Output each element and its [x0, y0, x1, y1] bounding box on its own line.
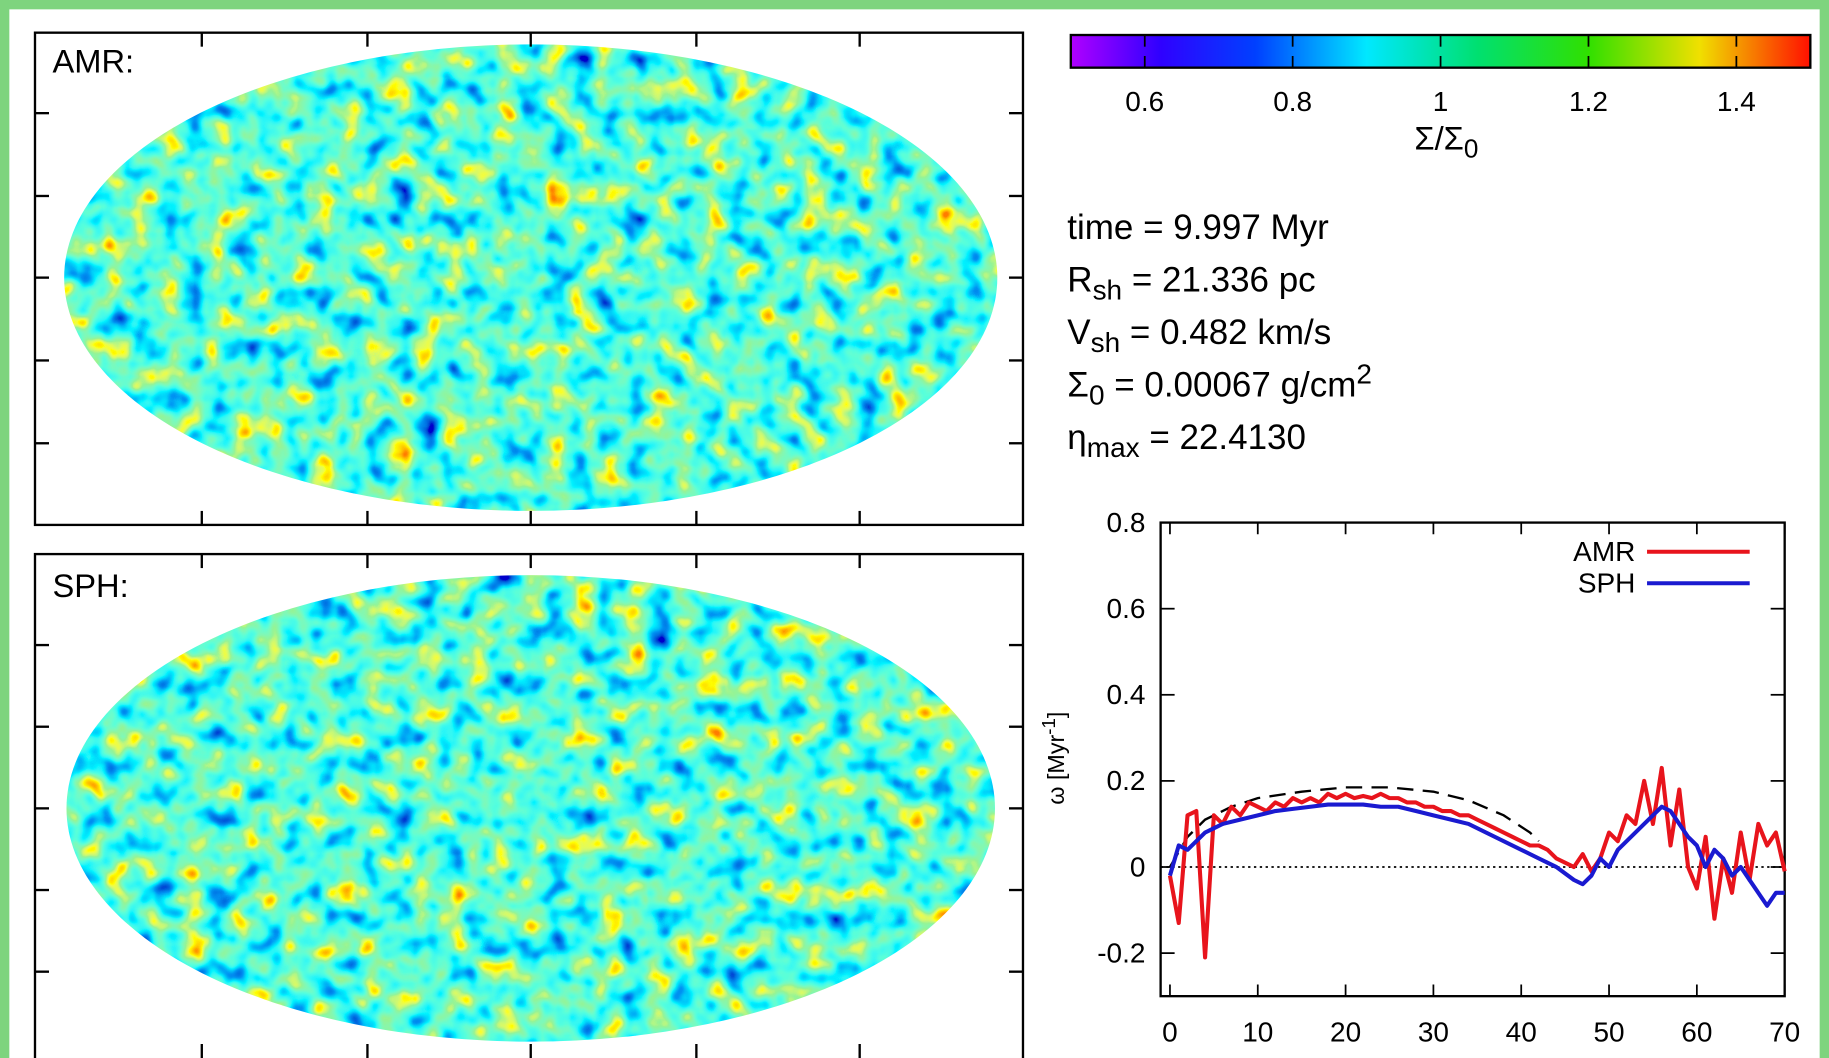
series-line	[1167, 802, 1785, 908]
legend-label: AMR	[1573, 536, 1635, 567]
x-tick-label: 50	[1593, 1017, 1624, 1048]
map-frame	[33, 552, 1025, 1058]
text-segment: = 22.4130	[1140, 418, 1306, 457]
subscript: sh	[1093, 275, 1123, 306]
colorbar-label: Σ/Σ0	[1414, 119, 1478, 163]
x-tick-label: 40	[1506, 1017, 1537, 1048]
subscript: 0	[1089, 380, 1105, 411]
x-tick-label: 60	[1681, 1017, 1712, 1048]
info-line: time = 9.997 Myr	[1067, 208, 1329, 247]
colorbar-tick-label: 0.6	[1125, 86, 1164, 117]
subscript: max	[1087, 432, 1140, 463]
reference-curve	[1168, 786, 1540, 868]
text-segment: Σ	[1067, 366, 1089, 405]
y-tick-label: 0.2	[1107, 765, 1146, 796]
series-line	[1167, 765, 1787, 960]
info-text: time = 9.997 Myr Rsh = 21.336 pc Vsh = 0.4…	[1067, 208, 1372, 463]
superscript: 2	[1356, 359, 1372, 390]
map-ticks	[34, 32, 1023, 1058]
subscript: sh	[1091, 328, 1121, 359]
info-line: ηmax = 22.4130	[1067, 418, 1306, 463]
x-tick-label: 30	[1418, 1017, 1449, 1048]
text-segment: = 21.336 pc	[1122, 261, 1316, 300]
colorbar-tick-label: 1.4	[1717, 86, 1756, 117]
x-tick-label: 0	[1162, 1017, 1178, 1048]
text-segment: V	[1067, 313, 1091, 352]
colorbar-tick-label: 1	[1433, 86, 1449, 117]
map-image	[66, 575, 995, 1042]
colorbar-tick-label: 0.8	[1273, 86, 1312, 117]
label-text: Σ/Σ	[1414, 119, 1463, 156]
legend-label: SPH	[1578, 568, 1636, 599]
text-segment: ω [Myr	[1043, 735, 1069, 805]
superscript: -1	[1038, 718, 1059, 735]
line-chart: 0 10 20 30 40 50 60 70 -0.2 0 0.2 0.4 0.6 0.8 ω [Myr-1…	[1038, 507, 1800, 1048]
y-axis-label: ω [Myr-1]	[1038, 712, 1069, 805]
info-line: Σ0 = 0.00067 g/cm2	[1067, 359, 1372, 411]
x-tick-label: 70	[1769, 1017, 1800, 1048]
colorbar-tick-label: 1.2	[1569, 86, 1608, 117]
map-image	[64, 44, 998, 511]
y-tick-label: 0.4	[1107, 679, 1146, 710]
info-line: Vsh = 0.482 km/s	[1067, 313, 1331, 358]
label-subscript: 0	[1464, 133, 1479, 163]
text-segment: = 0.482 km/s	[1120, 313, 1331, 352]
y-tick-label: -0.2	[1097, 937, 1145, 968]
info-line: Rsh = 21.336 pc	[1067, 261, 1315, 306]
y-tick-label: 0	[1130, 851, 1146, 882]
x-tick-label: 10	[1242, 1017, 1273, 1048]
x-tick-label: 20	[1330, 1017, 1361, 1048]
text-segment: R	[1067, 261, 1092, 300]
colorbar-axis: 0.6 0.8 1 1.2 1.4 Σ/Σ0	[1125, 35, 1756, 163]
y-tick-label: 0.8	[1107, 507, 1146, 538]
y-tick-label: 0.6	[1107, 593, 1146, 624]
text-segment: ]	[1043, 712, 1069, 718]
text-segment: time = 9.997 Myr	[1067, 208, 1329, 247]
panel-label: SPH:	[52, 567, 128, 604]
panel-label: AMR:	[52, 42, 134, 79]
text-segment: η	[1067, 418, 1086, 457]
text-segment: = 0.00067 g/cm	[1105, 366, 1357, 405]
plot-frame	[1159, 521, 1786, 998]
